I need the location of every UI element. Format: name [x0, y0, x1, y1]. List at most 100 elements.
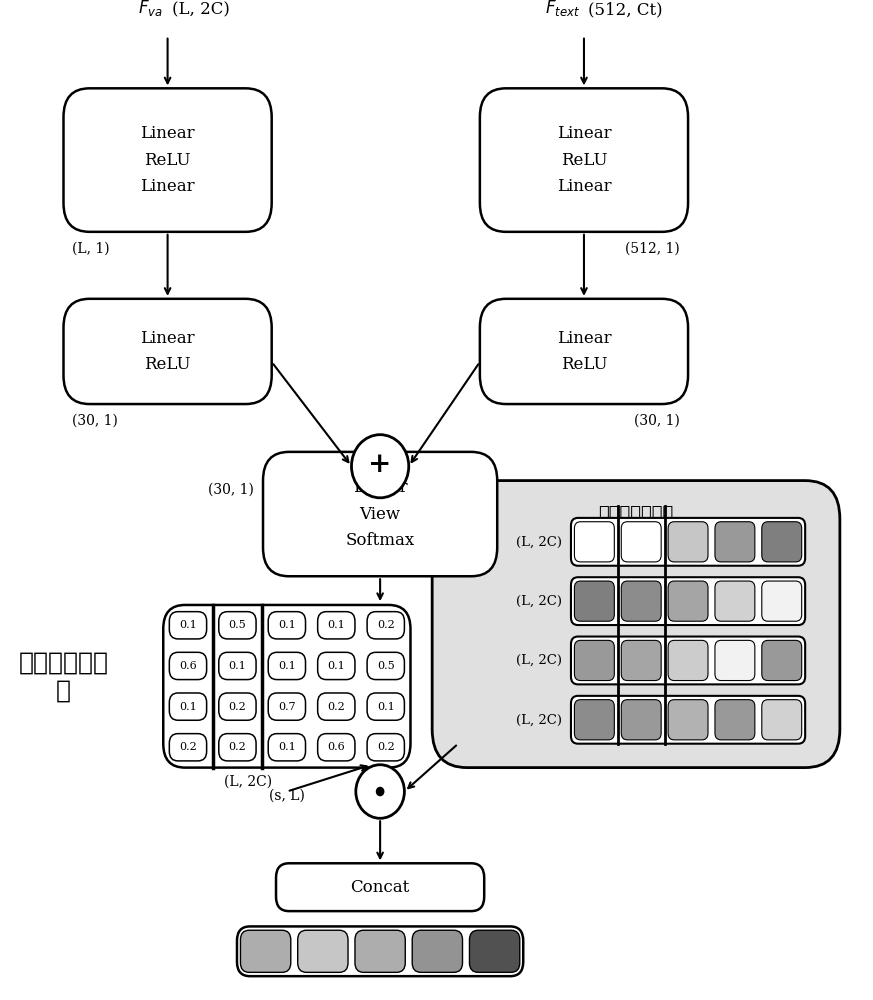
FancyBboxPatch shape: [368, 652, 404, 680]
FancyBboxPatch shape: [219, 612, 256, 639]
Text: (L, 2C): (L, 2C): [516, 595, 562, 608]
Text: Linear
ReLU
Linear: Linear ReLU Linear: [141, 125, 195, 195]
FancyBboxPatch shape: [480, 88, 688, 232]
Text: 0.2: 0.2: [229, 702, 246, 712]
FancyBboxPatch shape: [622, 581, 661, 621]
FancyBboxPatch shape: [762, 522, 801, 562]
FancyBboxPatch shape: [219, 652, 256, 680]
FancyBboxPatch shape: [169, 734, 207, 761]
FancyBboxPatch shape: [318, 612, 355, 639]
FancyBboxPatch shape: [571, 577, 805, 625]
Text: (30, 1): (30, 1): [209, 482, 254, 496]
FancyBboxPatch shape: [237, 926, 523, 976]
FancyBboxPatch shape: [169, 612, 207, 639]
Text: 0.1: 0.1: [229, 661, 246, 671]
Text: +: +: [368, 451, 392, 478]
Text: 0.2: 0.2: [229, 742, 246, 752]
FancyBboxPatch shape: [268, 734, 306, 761]
Text: 多尺度扩张窗口: 多尺度扩张窗口: [598, 505, 674, 523]
FancyBboxPatch shape: [276, 863, 485, 911]
FancyBboxPatch shape: [169, 652, 207, 680]
FancyBboxPatch shape: [622, 640, 661, 681]
Text: 0.1: 0.1: [278, 742, 296, 752]
Text: $F_{va}$: $F_{va}$: [139, 0, 163, 18]
Text: 0.1: 0.1: [179, 620, 196, 630]
Text: (L, 1): (L, 1): [72, 241, 110, 255]
FancyBboxPatch shape: [574, 581, 615, 621]
Text: (L, 2C): (L, 2C): [516, 535, 562, 548]
FancyBboxPatch shape: [355, 930, 405, 972]
FancyBboxPatch shape: [480, 299, 688, 404]
FancyBboxPatch shape: [762, 700, 801, 740]
Text: 0.1: 0.1: [179, 702, 196, 712]
FancyBboxPatch shape: [219, 693, 256, 720]
Text: (L, 2C): (L, 2C): [516, 713, 562, 726]
FancyBboxPatch shape: [715, 640, 755, 681]
FancyBboxPatch shape: [668, 581, 708, 621]
FancyBboxPatch shape: [668, 522, 708, 562]
FancyBboxPatch shape: [574, 522, 615, 562]
FancyBboxPatch shape: [240, 930, 291, 972]
FancyBboxPatch shape: [715, 522, 755, 562]
Text: (L, 2C): (L, 2C): [224, 775, 272, 789]
Circle shape: [375, 787, 384, 796]
Text: 0.7: 0.7: [278, 702, 296, 712]
FancyBboxPatch shape: [219, 734, 256, 761]
Text: Linear
ReLU: Linear ReLU: [141, 330, 195, 373]
FancyBboxPatch shape: [622, 700, 661, 740]
Text: $F_{text}$: $F_{text}$: [545, 0, 580, 18]
FancyBboxPatch shape: [318, 652, 355, 680]
Text: 0.2: 0.2: [377, 742, 395, 752]
Text: 0.1: 0.1: [327, 620, 345, 630]
Text: 0.2: 0.2: [327, 702, 345, 712]
Text: (512, 1): (512, 1): [625, 241, 679, 255]
Text: 0.1: 0.1: [278, 661, 296, 671]
Text: (30, 1): (30, 1): [634, 414, 679, 428]
FancyBboxPatch shape: [470, 930, 519, 972]
FancyBboxPatch shape: [762, 640, 801, 681]
Text: 自适应缩放因
子: 自适应缩放因 子: [18, 651, 108, 703]
FancyBboxPatch shape: [668, 700, 708, 740]
Text: (L, 2C): (L, 2C): [172, 1, 230, 18]
FancyBboxPatch shape: [268, 652, 306, 680]
FancyBboxPatch shape: [368, 612, 404, 639]
FancyBboxPatch shape: [432, 481, 840, 768]
Text: 0.5: 0.5: [377, 661, 395, 671]
Text: 0.1: 0.1: [377, 702, 395, 712]
Text: (512, Ct): (512, Ct): [588, 1, 663, 18]
Text: 0.5: 0.5: [229, 620, 246, 630]
Text: Linear
ReLU
Linear: Linear ReLU Linear: [557, 125, 611, 195]
Text: 0.1: 0.1: [327, 661, 345, 671]
FancyBboxPatch shape: [574, 700, 615, 740]
FancyBboxPatch shape: [64, 299, 272, 404]
Text: Concat: Concat: [350, 879, 409, 896]
FancyBboxPatch shape: [318, 693, 355, 720]
FancyBboxPatch shape: [64, 88, 272, 232]
FancyBboxPatch shape: [574, 640, 615, 681]
FancyBboxPatch shape: [368, 693, 404, 720]
FancyBboxPatch shape: [668, 640, 708, 681]
Text: Linear
View
Softmax: Linear View Softmax: [346, 479, 415, 549]
Text: (L, 2C): (L, 2C): [516, 654, 562, 667]
Text: 0.1: 0.1: [278, 620, 296, 630]
Text: 0.6: 0.6: [327, 742, 345, 752]
Text: Linear
ReLU: Linear ReLU: [557, 330, 611, 373]
Text: (30, 1): (30, 1): [72, 414, 118, 428]
FancyBboxPatch shape: [368, 734, 404, 761]
FancyBboxPatch shape: [318, 734, 355, 761]
Text: 0.2: 0.2: [179, 742, 196, 752]
Circle shape: [352, 435, 409, 498]
FancyBboxPatch shape: [622, 522, 661, 562]
FancyBboxPatch shape: [163, 605, 410, 768]
FancyBboxPatch shape: [169, 693, 207, 720]
FancyBboxPatch shape: [268, 693, 306, 720]
FancyBboxPatch shape: [762, 581, 801, 621]
Circle shape: [356, 765, 404, 818]
Text: 0.6: 0.6: [179, 661, 196, 671]
Text: 0.2: 0.2: [377, 620, 395, 630]
FancyBboxPatch shape: [412, 930, 463, 972]
FancyBboxPatch shape: [571, 518, 805, 566]
FancyBboxPatch shape: [571, 637, 805, 684]
FancyBboxPatch shape: [571, 696, 805, 744]
FancyBboxPatch shape: [715, 581, 755, 621]
